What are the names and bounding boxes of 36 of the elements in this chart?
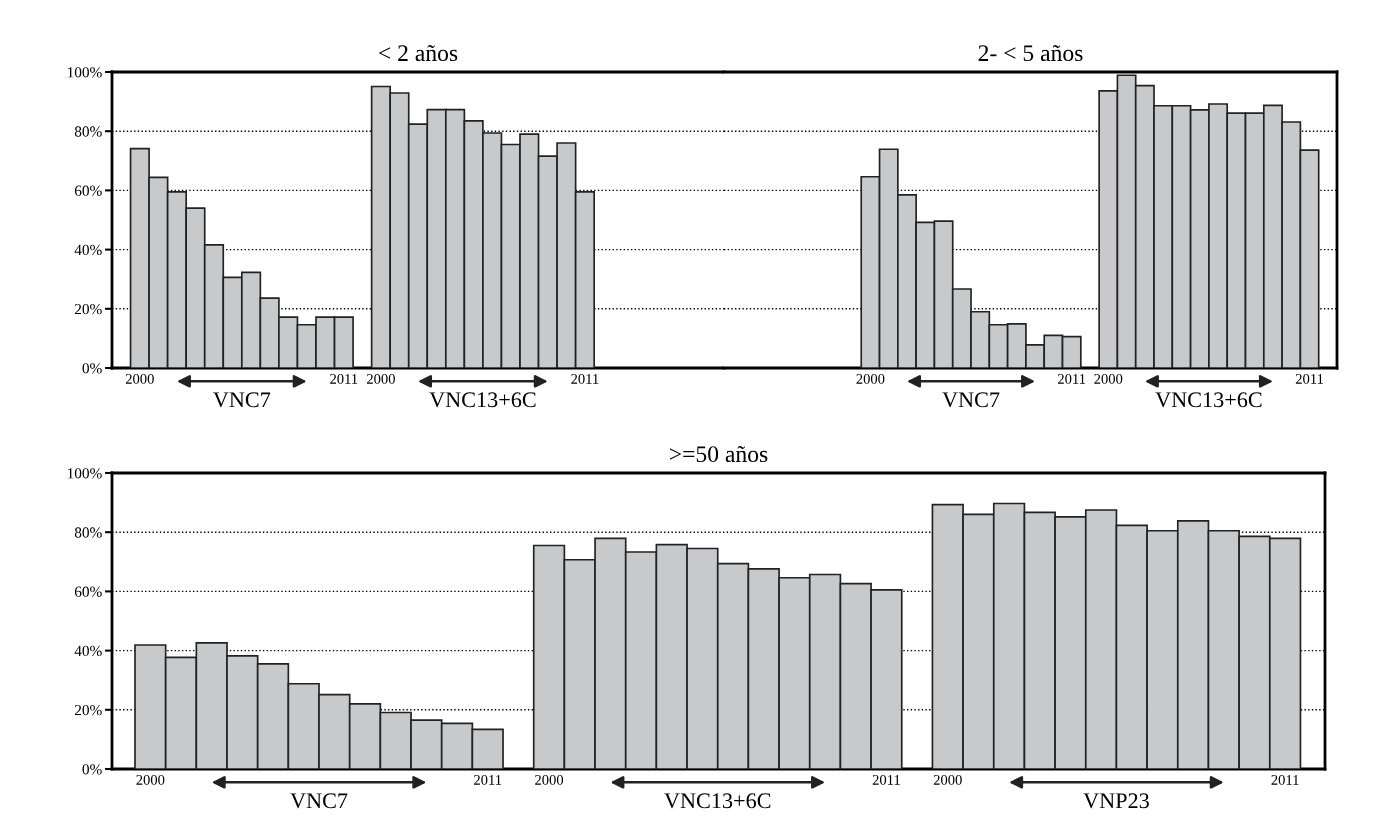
y-tick-label: 0% (82, 363, 102, 374)
text: VNC13+6C (429, 392, 536, 408)
y-tick-label: 100% (67, 67, 102, 78)
y-tick-label: 40% (74, 645, 102, 657)
chart-title: 2- < 5 años (978, 44, 1083, 62)
x-tick-label: 2011 (872, 774, 900, 785)
y-tick-label: 80% (74, 527, 102, 538)
x-tick-label: 2011 (1058, 373, 1086, 384)
x-tick-label: 2011 (1295, 373, 1323, 384)
chart-title: >=50 años (669, 445, 768, 463)
y-tick-label: 60% (74, 185, 102, 196)
x-tick-label: 2000 (856, 373, 885, 384)
y-tick-label: 100% (67, 468, 102, 479)
x-tick-label: 2000 (366, 373, 395, 384)
text: VNC7 (213, 392, 271, 408)
text: VNC7 (290, 793, 348, 809)
y-tick-label: 80% (74, 126, 102, 137)
y-tick-label: 20% (74, 704, 102, 716)
x-tick-label: 2000 (125, 373, 154, 384)
x-tick-label: 2000 (933, 774, 962, 785)
y-tick-label: 40% (74, 244, 102, 256)
text: VNC7 (942, 392, 1000, 408)
text: VNP23 (1083, 793, 1149, 809)
x-tick-label: 2011 (474, 774, 502, 785)
y-tick-label: 0% (82, 764, 102, 775)
x-tick-label: 2011 (571, 373, 599, 384)
text: VNC13+6C (1155, 392, 1262, 408)
x-tick-label: 2000 (535, 774, 564, 785)
x-tick-label: 2011 (1271, 774, 1299, 785)
x-tick-label: 2000 (136, 774, 165, 785)
x-tick-label: 2000 (1094, 373, 1123, 384)
x-tick-label: 2011 (330, 373, 358, 384)
y-tick-label: 20% (74, 303, 102, 315)
y-tick-label: 60% (74, 586, 102, 597)
chart-title: < 2 años (379, 44, 458, 62)
text: VNC13+6C (664, 793, 771, 809)
